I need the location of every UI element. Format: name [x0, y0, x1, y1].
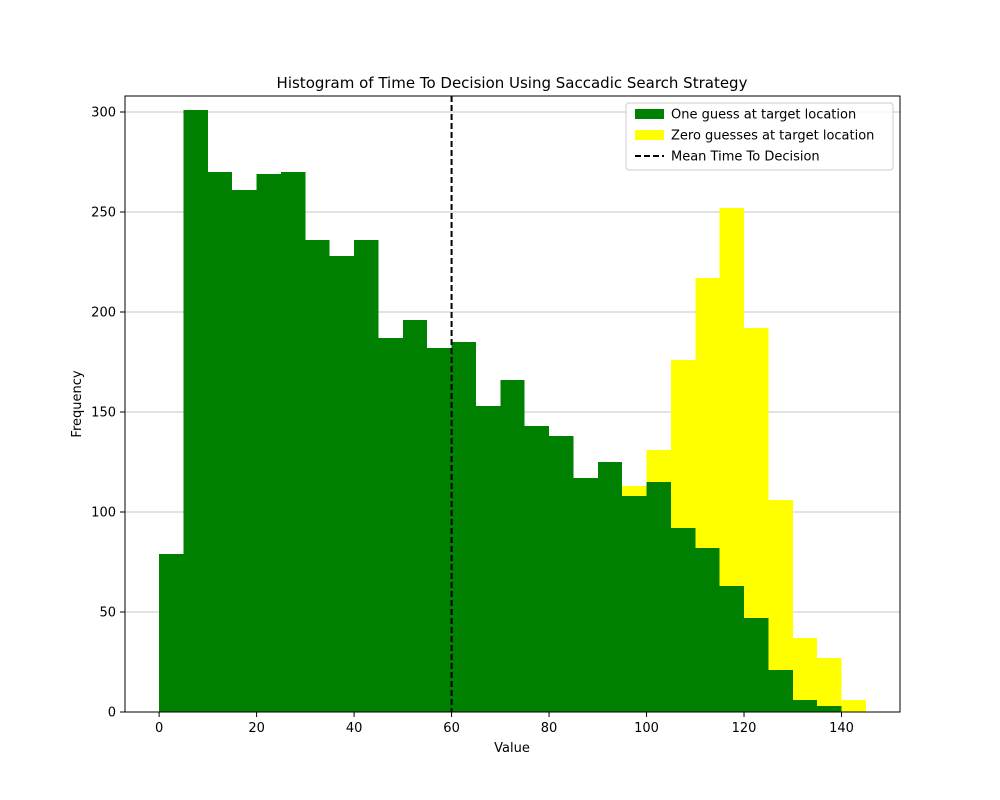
- x-tick-label-20: 20: [248, 721, 265, 736]
- bar-series0-bin-85: [573, 478, 598, 712]
- legend-entry-mean-line-label: Mean Time To Decision: [671, 150, 820, 165]
- bar-series0-bin-120: [744, 618, 769, 712]
- bar-series1-bin-130: [792, 638, 818, 712]
- legend-entry-one-guess-swatch: [635, 109, 664, 119]
- bar-series0-bin-50: [402, 320, 428, 712]
- chart-title: Histogram of Time To Decision Using Sacc…: [277, 74, 748, 92]
- y-tick-label-100: 100: [91, 506, 116, 521]
- bar-series0-bin-100: [646, 482, 671, 712]
- bar-series1-bin-140: [841, 700, 866, 712]
- bar-series0-bin-40: [354, 240, 379, 712]
- bar-series0-bin-30: [305, 240, 330, 712]
- bar-series0-bin-35: [329, 256, 355, 712]
- bar-series0-bin-135: [817, 706, 842, 712]
- bar-series1-bin-135: [817, 658, 842, 712]
- bar-series0-bin-5: [183, 110, 208, 712]
- x-tick-label-140: 140: [829, 721, 854, 736]
- bar-series0-bin-70: [500, 380, 525, 712]
- y-tick-label-300: 300: [91, 106, 116, 121]
- bar-series0-bin-20: [256, 174, 281, 712]
- bar-series0-bin-65: [475, 406, 501, 712]
- legend-entry-one-guess-label: One guess at target location: [671, 108, 856, 123]
- bar-series0-bin-25: [280, 172, 306, 712]
- bar-series0-bin-10: [207, 172, 233, 712]
- x-tick-label-80: 80: [541, 721, 558, 736]
- y-tick-label-250: 250: [91, 206, 116, 221]
- bar-series0-bin-105: [670, 528, 696, 712]
- y-axis-ticks: 0 50 100 150 200 250 300: [91, 106, 125, 721]
- y-tick-label-50: 50: [99, 606, 116, 621]
- x-axis-ticks: 0 20 40 60 80 100 120 140: [155, 712, 854, 736]
- bar-series0-bin-75: [524, 426, 550, 712]
- x-tick-label-0: 0: [155, 721, 163, 736]
- bar-series0-bin-130: [792, 700, 818, 712]
- x-axis-label: Value: [494, 741, 530, 756]
- bar-series0-bin-80: [549, 436, 574, 712]
- y-tick-label-150: 150: [91, 406, 116, 421]
- x-tick-label-120: 120: [732, 721, 757, 736]
- bar-series0-bin-115: [719, 586, 745, 712]
- y-axis-label: Frequency: [70, 370, 85, 437]
- x-tick-label-60: 60: [443, 721, 460, 736]
- legend: One guess at target location Zero guesses…: [625, 102, 894, 171]
- x-tick-label-100: 100: [634, 721, 659, 736]
- y-tick-label-0: 0: [108, 706, 116, 721]
- plot-frame: [124, 95, 901, 713]
- bar-series0-bin-55: [427, 348, 452, 712]
- bar-series0-bin-95: [622, 496, 647, 712]
- y-tick-label-200: 200: [91, 306, 116, 321]
- legend-entry-zero-guesses-swatch: [635, 130, 664, 140]
- legend-box: [625, 102, 894, 171]
- bar-series0-bin-90: [597, 462, 623, 712]
- bar-series0-bin-45: [378, 338, 403, 712]
- histogram-bars: [159, 110, 866, 712]
- bar-series0-bin-60: [451, 342, 476, 712]
- bar-series0-bin-125: [768, 670, 793, 712]
- bar-series0-bin-0: [159, 554, 184, 712]
- bar-series0-bin-15: [232, 190, 257, 712]
- x-tick-label-40: 40: [346, 721, 363, 736]
- legend-entry-zero-guesses-label: Zero guesses at target location: [671, 129, 874, 144]
- bar-series0-bin-110: [695, 548, 720, 712]
